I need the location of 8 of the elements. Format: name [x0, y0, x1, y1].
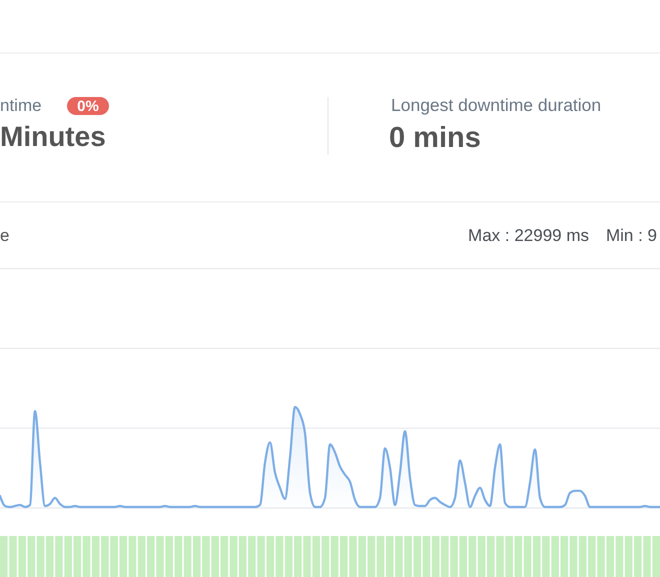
text: Minutes: [0, 121, 106, 152]
text: Longest downtime duration: [391, 95, 602, 115]
text: Min : 9: [606, 226, 657, 245]
text: 0 mins: [389, 122, 481, 154]
text: 0%: [77, 98, 99, 115]
chart-title: e: [0, 226, 10, 245]
text: Max : 22999 ms: [468, 226, 589, 245]
text: ntime: [0, 96, 42, 115]
